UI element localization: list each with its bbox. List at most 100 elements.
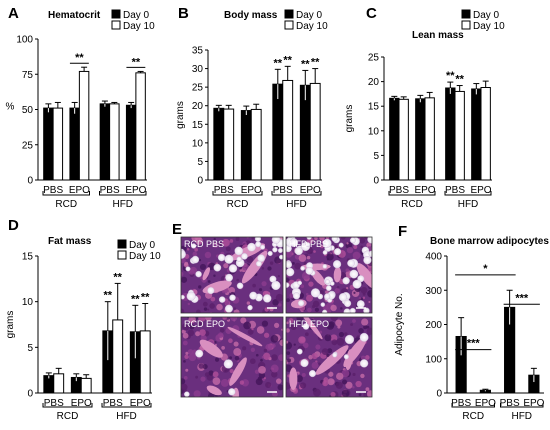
cell-nucleus: [358, 393, 362, 397]
cell-nucleus: [271, 343, 276, 348]
cell-nucleus: [212, 377, 221, 386]
bar-day-10: [282, 79, 294, 181]
cell-nucleus: [302, 342, 309, 349]
bar-day-10: [109, 103, 120, 181]
cell-nucleus: [188, 317, 196, 324]
tissue-texture: [286, 237, 372, 313]
panel-letter-c: C: [366, 5, 377, 22]
cell-nucleus: [331, 339, 338, 346]
cell-nucleus: [198, 285, 202, 289]
bone-trabecula: [206, 385, 222, 396]
cell-nucleus: [262, 352, 271, 360]
cell-nucleus: [361, 318, 369, 326]
significance-marker: **: [283, 54, 292, 66]
cell-nucleus: [344, 332, 348, 336]
cell-nucleus: [212, 371, 219, 378]
cell-nucleus: [199, 263, 207, 270]
significance-marker: ***: [515, 292, 529, 304]
image-border: [180, 316, 284, 398]
y-axis-label: grams: [175, 101, 186, 129]
cell-nucleus: [204, 251, 212, 259]
adipocyte: [363, 307, 370, 313]
y-tick-label: 400: [425, 252, 442, 263]
cell-nucleus: [355, 380, 362, 388]
cell-nucleus: [318, 362, 321, 366]
x-tick-label: EPO: [241, 185, 262, 196]
adipocyte: [322, 264, 328, 269]
y-tick-label: 15: [192, 120, 204, 131]
histology-image: HFD PBS: [285, 236, 373, 314]
cell-nucleus: [203, 307, 208, 311]
histology-label: HFD EPO: [289, 319, 329, 329]
panel-letter-f: F: [398, 223, 407, 240]
cell-nucleus: [212, 241, 219, 249]
cell-nucleus: [208, 370, 214, 376]
cell-nucleus: [346, 246, 354, 254]
adipocyte: [338, 242, 344, 248]
cell-nucleus: [333, 244, 339, 250]
legend-label: Day 10: [123, 21, 155, 32]
adipocyte: [286, 267, 295, 277]
panel-letter-d: D: [8, 217, 19, 234]
y-tick-label: 30: [192, 64, 204, 75]
adipocyte: [249, 291, 258, 300]
cell-nucleus: [181, 378, 186, 385]
cell-nucleus: [321, 348, 329, 355]
significance-marker: ***: [467, 338, 481, 350]
cell-nucleus: [366, 325, 370, 329]
cell-nucleus: [311, 353, 318, 360]
chart-panel-a: A Hematocrit 0 25 50 75 100% PBS EPO PBS EPO RCD HFD…: [6, 5, 156, 210]
legend-label: Day 0: [123, 10, 150, 21]
cell-nucleus: [224, 300, 230, 305]
cell-nucleus: [306, 294, 313, 302]
cell-nucleus: [307, 307, 312, 313]
cell-nucleus: [305, 293, 309, 296]
cell-nucleus: [198, 317, 206, 322]
cell-nucleus: [241, 379, 249, 387]
adipocyte: [325, 285, 332, 291]
y-axis-label: grams: [344, 105, 355, 133]
cell-nucleus: [311, 361, 319, 369]
adipocyte: [294, 246, 303, 256]
x-tick-label: EPO: [71, 398, 92, 409]
x-tick-label: PBS: [103, 398, 123, 409]
cell-nucleus: [336, 337, 345, 346]
cell-nucleus: [367, 289, 372, 298]
cell-nucleus: [353, 291, 356, 295]
adipocyte: [224, 304, 233, 313]
cell-nucleus: [265, 381, 272, 388]
cell-nucleus: [200, 376, 206, 382]
significance-marker: *: [483, 263, 488, 275]
cell-nucleus: [275, 378, 282, 384]
cell-nucleus: [287, 358, 292, 363]
y-tick-label: 5: [27, 343, 33, 354]
group-label: RCD: [57, 411, 79, 422]
cell-nucleus: [230, 317, 238, 322]
cell-nucleus: [229, 356, 233, 360]
cell-nucleus: [220, 379, 229, 387]
adipocyte: [213, 263, 222, 272]
adipocyte: [195, 270, 202, 278]
cell-nucleus: [204, 372, 210, 377]
cell-nucleus: [199, 329, 206, 336]
legend-label: Day 10: [129, 251, 161, 262]
adipocyte: [349, 237, 356, 244]
cell-nucleus: [326, 353, 330, 357]
group-label: HFD: [286, 199, 307, 210]
adipocyte: [207, 286, 215, 295]
adipocyte: [292, 292, 301, 300]
chart-panel-f: F Bone marrow adipocytes 0 100 200 300 400 Adip…: [394, 223, 549, 422]
bone-trabecula: [230, 243, 266, 261]
y-tick-label: 35: [192, 46, 204, 57]
cell-nucleus: [182, 323, 190, 331]
cell-nucleus: [261, 267, 265, 270]
cell-nucleus: [270, 335, 279, 343]
adipocyte: [228, 388, 236, 396]
cell-nucleus: [327, 378, 335, 386]
x-tick-label: PBS: [500, 398, 520, 409]
cell-nucleus: [286, 321, 289, 325]
cell-nucleus: [261, 355, 265, 359]
cell-nucleus: [233, 341, 239, 347]
adipocyte: [236, 256, 242, 262]
group-label: RCD: [227, 199, 249, 210]
